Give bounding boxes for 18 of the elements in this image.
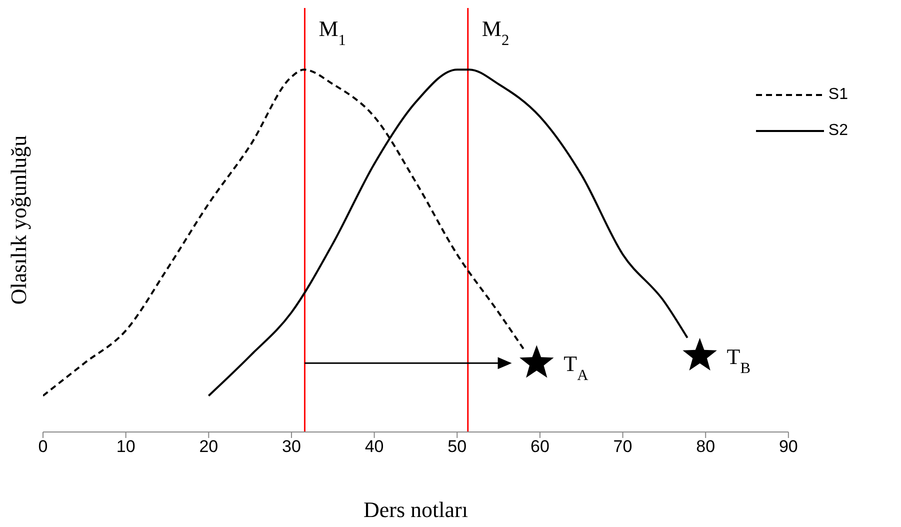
y-axis-title: Olasılık yoğunluğu <box>6 135 31 305</box>
x-tick-label: 50 <box>448 437 467 456</box>
x-tick-label: 80 <box>696 437 716 456</box>
legend-label: S1 <box>828 86 848 104</box>
annotation: T$_{B}$ <box>726 344 751 376</box>
x-tick-label: 40 <box>364 437 384 456</box>
x-tick-label: 0 <box>38 437 48 456</box>
x-tick-label: 70 <box>613 437 632 456</box>
ref-line-label: M$_{1}$ <box>318 16 346 48</box>
x-tick-label: 30 <box>282 437 301 456</box>
x-axis-title: Ders notları <box>363 497 468 522</box>
ref-line-label: M$_{2}$ <box>482 16 510 48</box>
x-tick-label: 20 <box>199 437 218 456</box>
x-tick-label: 60 <box>530 437 550 456</box>
annotation: T$_{A}$ <box>564 351 588 384</box>
x-tick-label: 10 <box>116 437 136 456</box>
legend-label: S2 <box>828 122 848 140</box>
x-tick-label: 90 <box>778 437 798 456</box>
